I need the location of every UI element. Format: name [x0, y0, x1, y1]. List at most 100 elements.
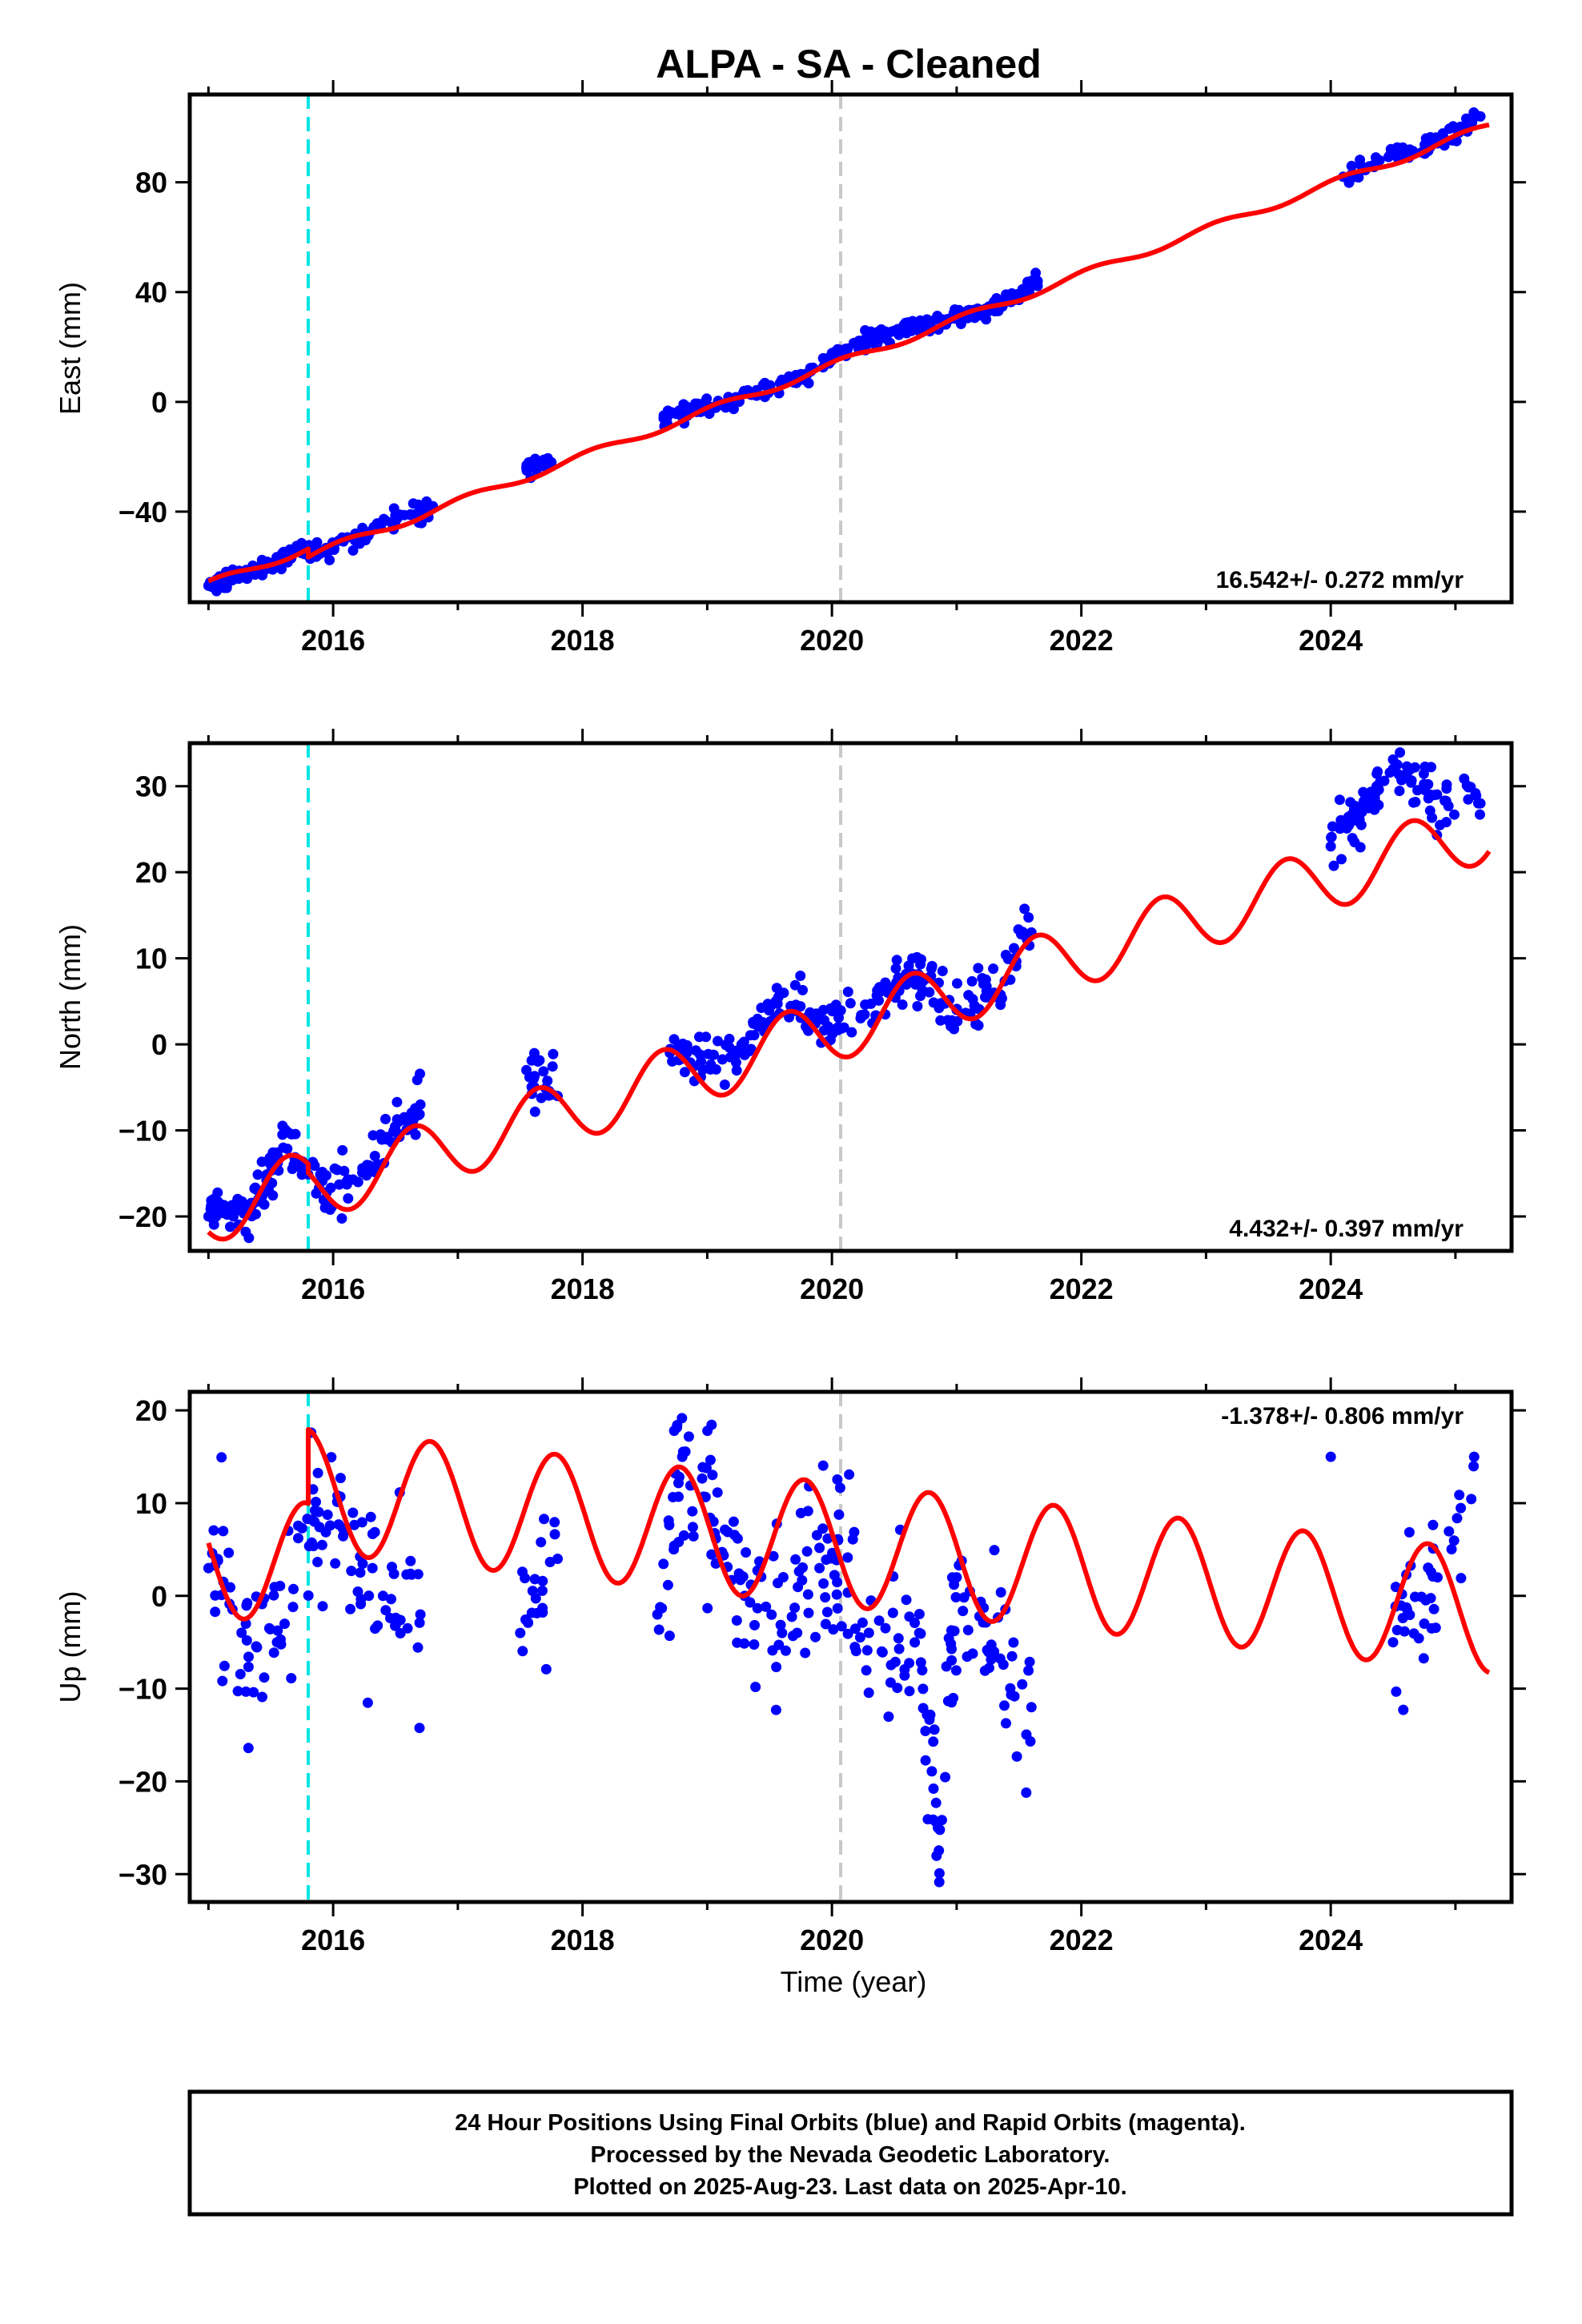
north-data-point	[890, 963, 901, 974]
up-data-point	[268, 1647, 279, 1659]
up-data-point	[915, 1657, 926, 1668]
up-y-tick-label: −30	[118, 1858, 167, 1891]
up-data-point	[549, 1529, 560, 1540]
north-data-point	[926, 963, 937, 975]
north-data-point	[231, 1196, 243, 1208]
north-y-tick-label: 0	[151, 1028, 167, 1061]
north-data-point	[756, 1003, 767, 1013]
north-data-point	[859, 1009, 870, 1020]
east-data-point	[892, 324, 903, 335]
up-data-point	[1011, 1751, 1022, 1762]
north-anchor-point	[352, 1176, 363, 1188]
up-data-point	[669, 1544, 680, 1555]
up-data-point	[948, 1692, 959, 1703]
up-data-point	[536, 1585, 548, 1596]
up-data-point	[904, 1686, 915, 1697]
north-anchor-point	[733, 1047, 744, 1059]
up-data-point	[259, 1672, 270, 1683]
north-data-point	[1336, 854, 1347, 865]
north-data-point	[538, 1066, 549, 1077]
up-anchor-point	[1387, 1637, 1399, 1648]
footer-box	[187, 2089, 1514, 2217]
up-data-point	[817, 1460, 829, 1471]
up-anchor-point	[1468, 1451, 1480, 1462]
north-data-point	[719, 1080, 730, 1090]
up-data-point	[1391, 1686, 1402, 1697]
up-data-point	[1448, 1535, 1460, 1546]
up-data-point	[801, 1546, 813, 1557]
north-velocity-label: 4.432+/- 0.397 mm/yr	[1229, 1216, 1464, 1242]
up-data-point	[216, 1452, 227, 1463]
north-data-point	[721, 1039, 732, 1051]
up-anchor-point	[777, 1627, 788, 1638]
east-anchor-point	[658, 412, 669, 424]
north-data-point	[915, 959, 926, 970]
north-data-point	[873, 982, 885, 993]
up-data-point	[802, 1589, 813, 1600]
up-data-point	[787, 1630, 798, 1642]
up-data-point	[1446, 1544, 1457, 1554]
up-y-tick-label: 10	[135, 1487, 167, 1520]
north-data-point	[703, 1048, 714, 1059]
north-data-point	[542, 1076, 553, 1087]
up-data-point	[532, 1607, 543, 1618]
east-anchor-point	[1387, 149, 1399, 160]
up-data-point	[219, 1660, 230, 1671]
up-data-point	[330, 1558, 341, 1569]
north-anchor-point	[770, 995, 781, 1007]
up-data-point	[668, 1492, 679, 1502]
north-data-point	[795, 971, 806, 981]
up-data-point	[386, 1594, 396, 1605]
up-data-point	[842, 1552, 853, 1563]
east-anchor-point	[901, 322, 913, 333]
up-data-point	[934, 1876, 945, 1888]
north-anchor-point	[521, 1064, 532, 1076]
up-data-point	[664, 1519, 675, 1530]
up-data-point	[243, 1662, 254, 1672]
up-data-point	[1006, 1651, 1018, 1662]
north-plot-content	[203, 743, 1492, 1251]
up-data-point	[767, 1645, 778, 1656]
north-data-point	[225, 1221, 235, 1232]
up-data-point	[697, 1462, 709, 1473]
up-data-point	[1430, 1622, 1441, 1634]
north-data-point	[367, 1130, 379, 1141]
north-data-point	[331, 1164, 343, 1176]
up-anchor-point	[552, 1554, 563, 1564]
up-data-point	[820, 1618, 831, 1630]
north-data-point	[1475, 809, 1485, 820]
up-data-point	[1425, 1593, 1436, 1604]
north-data-point	[963, 990, 974, 1001]
up-data-point	[920, 1755, 931, 1766]
east-anchor-point	[833, 347, 844, 358]
chart-title: ALPA - SA - Cleaned	[656, 42, 1042, 86]
up-anchor-point	[271, 1637, 283, 1648]
up-data-point	[750, 1682, 761, 1692]
north-data-point	[380, 1113, 391, 1124]
up-data-point	[913, 1609, 925, 1619]
up-data-point	[235, 1669, 246, 1679]
north-data-point	[391, 1096, 403, 1108]
up-data-point	[395, 1628, 406, 1638]
east-panel: 2016 2018 2020 2022 2024 −40 0 40 80 East (mm) 16.…	[54, 80, 1526, 657]
up-anchor-point	[203, 1562, 214, 1574]
up-data-point	[844, 1469, 855, 1480]
up-y-tick-label: −20	[118, 1765, 167, 1798]
north-y-tick-label: 30	[135, 770, 167, 803]
up-data-point	[1398, 1704, 1409, 1715]
up-data-point	[232, 1686, 243, 1697]
north-anchor-point	[203, 1211, 214, 1222]
up-data-point	[930, 1797, 942, 1808]
up-data-point	[831, 1589, 842, 1600]
up-data-point	[922, 1814, 934, 1825]
up-data-point	[1456, 1573, 1467, 1584]
up-data-point	[1017, 1679, 1028, 1690]
up-data-point	[904, 1611, 915, 1622]
up-data-point	[664, 1630, 675, 1642]
up-data-point	[892, 1683, 903, 1694]
up-data-point	[950, 1665, 962, 1676]
up-data-point	[1443, 1526, 1455, 1537]
north-y-tick-label: 20	[135, 856, 167, 889]
up-data-point	[1025, 1736, 1036, 1747]
north-data-point	[1418, 768, 1429, 779]
